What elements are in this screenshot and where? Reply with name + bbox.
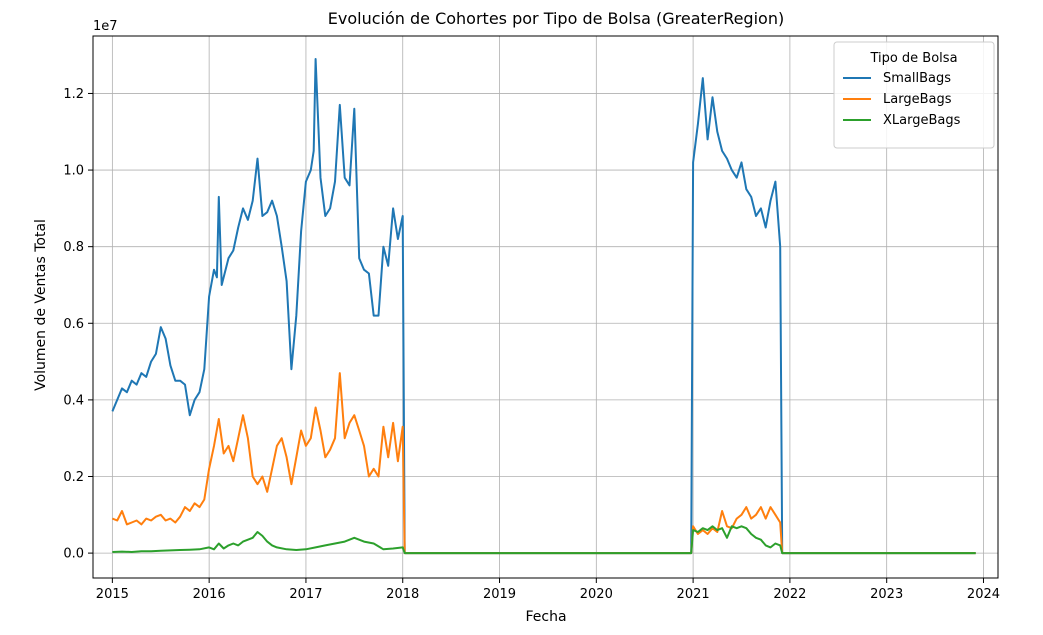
x-tick-label: 2022 [773,587,806,602]
legend-box [833,41,995,149]
y-offset-text: 1e7 [93,19,118,34]
legend-entries: SmallBags LargeBags XLargeBags [843,71,961,128]
x-tick-label: 2019 [483,587,516,602]
y-tick-label: 0.6 [63,317,84,332]
y-tick-label: 0.2 [63,470,84,485]
legend-title: Tipo de Bolsa [869,51,957,66]
y-axis: 0.0 0.2 0.4 0.6 0.8 1.0 1.2 [63,87,93,562]
y-tick-label: 0.8 [63,240,84,255]
x-tick-label: 2017 [289,587,322,602]
x-tick-label: 2015 [96,587,129,602]
y-tick-label: 1.0 [63,164,84,179]
y-tick-label: 1.2 [63,87,84,102]
x-tick-label: 2016 [193,587,226,602]
x-axis-label: Fecha [525,609,566,625]
x-tick-label: 2021 [677,587,710,602]
grid [93,36,998,578]
x-tick-label: 2024 [967,587,1000,602]
x-axis: 2015 2016 2017 2018 2019 2020 2021 2022 2023 2024 [96,578,1000,602]
plot-frame [92,35,999,579]
legend-label: XLargeBags [883,113,961,128]
y-axis-label: Volumen de Ventas Total [33,219,49,391]
series-line-largebags [112,372,976,555]
x-tick-label: 2018 [386,587,419,602]
series-layer [111,58,976,555]
series-line-smallbags [111,58,976,555]
y-tick-label: 0.0 [63,547,84,562]
legend-label: SmallBags [883,71,951,86]
legend: Tipo de Bolsa SmallBags LargeBags XLargeBa… [833,41,995,149]
y-tick-label: 0.4 [63,393,84,408]
legend-label: LargeBags [883,92,952,107]
x-tick-label: 2020 [580,587,613,602]
series-line-xlargebags [112,525,976,555]
chart-title: Evolución de Cohortes por Tipo de Bolsa … [328,9,784,28]
x-tick-label: 2023 [870,587,903,602]
